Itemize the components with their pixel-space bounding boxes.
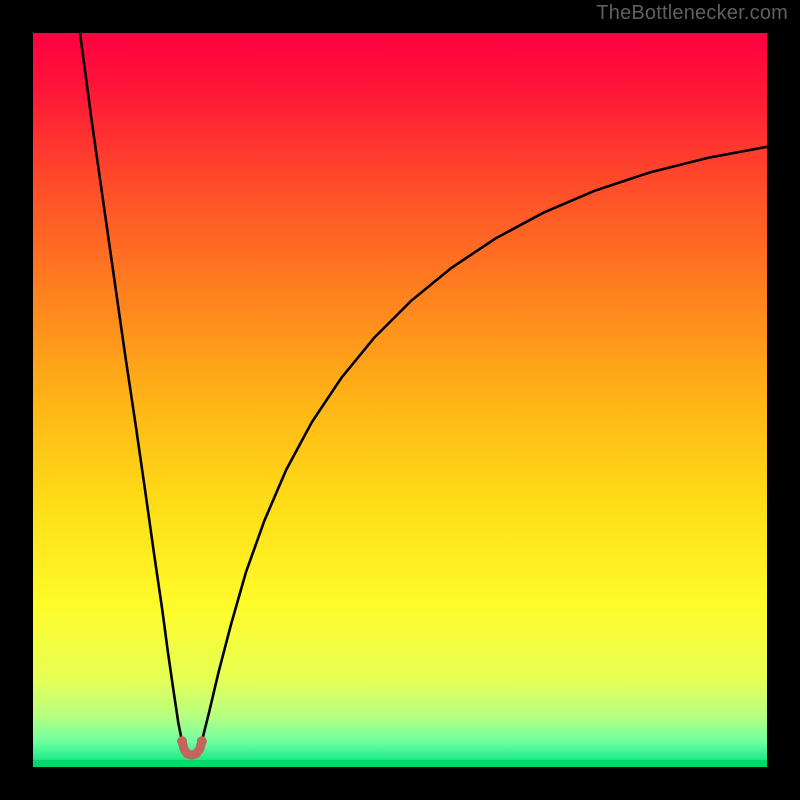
green-baseline: [33, 760, 767, 767]
bottleneck-chart: [0, 0, 800, 800]
watermark-text: TheBottlenecker.com: [596, 2, 788, 25]
plot-background: [33, 33, 767, 767]
trough-dot-left: [177, 736, 187, 746]
trough-dot-right: [197, 736, 207, 746]
chart-stage: TheBottlenecker.com: [0, 0, 800, 800]
